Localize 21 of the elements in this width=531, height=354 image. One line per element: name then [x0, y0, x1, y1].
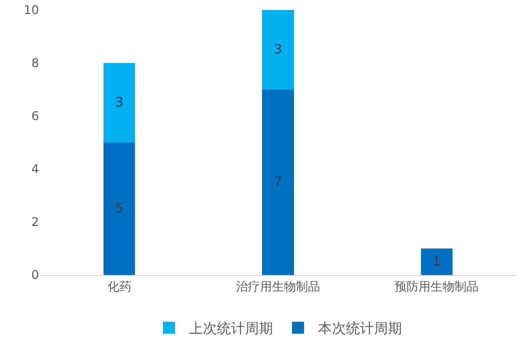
data-label: 3 [115, 95, 124, 110]
data-label: 3 [274, 42, 282, 58]
data-label: 5 [115, 201, 124, 216]
y-tick-label: 10 [24, 3, 39, 18]
bar [262, 90, 294, 275]
x-tick-label: 预防用生物制品 [394, 279, 479, 294]
data-label: 7 [274, 174, 282, 190]
y-tick-label: 6 [31, 109, 39, 124]
y-tick-label: 2 [31, 215, 39, 230]
bar [262, 10, 294, 90]
y-tick-label: 0 [31, 268, 39, 282]
x-tick-label: 治疗用生物制品 [236, 279, 320, 294]
legend-label: 本次统计周期 [318, 321, 402, 338]
legend-label: 上次统计周期 [189, 321, 273, 338]
data-label: 1 [432, 254, 441, 270]
y-tick-label: 4 [31, 162, 39, 176]
bar [103, 142, 136, 275]
bar [103, 63, 136, 142]
x-tick-label: 化药 [107, 279, 132, 294]
bar [420, 248, 453, 275]
y-tick-label: 8 [31, 56, 39, 70]
